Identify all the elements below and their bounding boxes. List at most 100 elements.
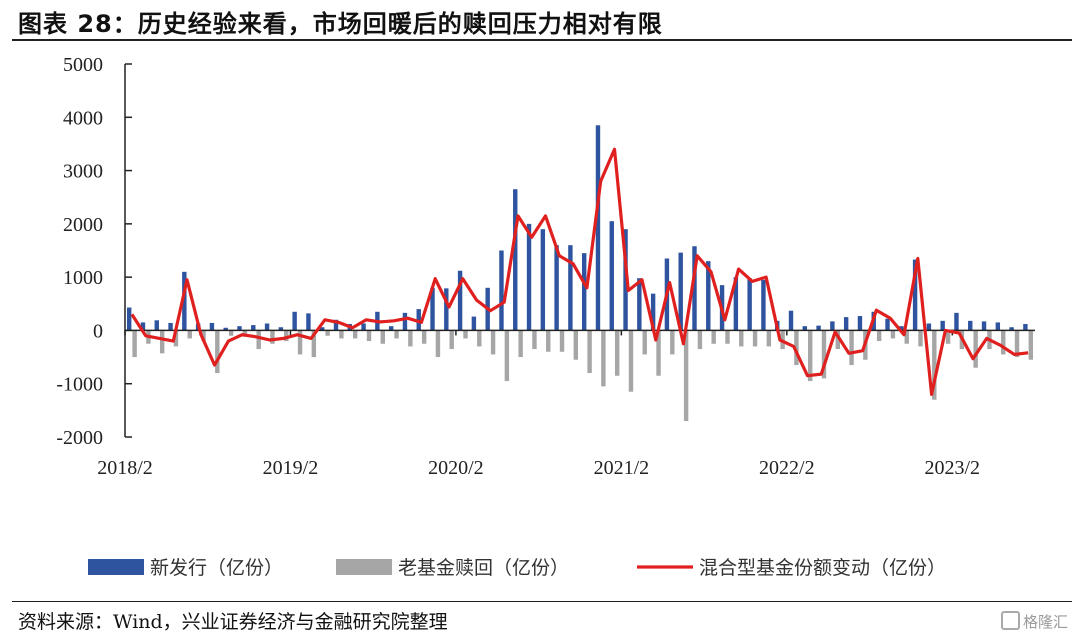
redemption-bar [766, 330, 772, 347]
new-issue-bar [526, 223, 532, 331]
new-issue-bar [816, 325, 821, 331]
new-issue-bar [761, 279, 766, 331]
new-issue-bar [1009, 327, 1014, 331]
new-issue-bar [637, 278, 642, 331]
x-tick-label: 2022/2 [759, 457, 815, 479]
new-issue-bar [1023, 324, 1028, 331]
new-issue-bar [581, 253, 587, 331]
new-issue-bar [968, 320, 973, 331]
new-issue-bar [857, 316, 863, 331]
new-issue-bar [251, 325, 256, 331]
x-tick-label: 2019/2 [263, 457, 319, 479]
redemption-bar [477, 330, 482, 347]
redemption-bar [628, 330, 634, 392]
zero-axis: 2018/2 2019/2 2020/2 2021/2 2022/2 2023/2 [97, 329, 1035, 479]
legend-label-new-issue: 新发行（亿份） [150, 557, 283, 579]
redemption-bar [1001, 330, 1006, 355]
redemption-bar [408, 330, 413, 347]
source-note: 资料来源：Wind，兴业证券经济与金融研究院整理 [18, 611, 448, 633]
title-rule [12, 39, 1072, 41]
redemption-bar [463, 330, 468, 339]
redemption-bar [394, 330, 399, 339]
redemption-bar [835, 330, 840, 350]
redemption-bar [890, 330, 896, 339]
redemption-bar [656, 330, 661, 376]
redemption-bar [532, 330, 537, 350]
new-issue-bar [168, 322, 173, 331]
redemption-bar [311, 330, 317, 358]
redemption-bar [1014, 330, 1020, 358]
new-issue-bar [278, 327, 284, 331]
new-issue-bar [995, 322, 1001, 331]
redemption-bar [132, 330, 137, 358]
redemption-bar [904, 330, 909, 344]
new-issue-bar [954, 312, 959, 331]
new-issue-bar [513, 189, 518, 331]
new-issue-bar [609, 221, 614, 331]
redemption-bar [752, 330, 758, 347]
new-issue-bar [912, 259, 918, 331]
redemption-bar [173, 330, 179, 347]
new-issue-bar [540, 229, 546, 331]
redemption-bar [187, 330, 192, 339]
redemption-bar [794, 330, 799, 366]
y-tick-label: 5000 [63, 54, 103, 76]
new-issue-bar [402, 312, 408, 331]
y-tick-label: 4000 [63, 107, 103, 129]
new-issue-bar [678, 252, 683, 331]
new-issue-bar [568, 245, 573, 331]
new-issue-bar [333, 319, 339, 331]
watermark-logo-icon [1000, 611, 1020, 630]
redemption-bar [559, 330, 565, 352]
net-change-line [130, 147, 1029, 396]
redemption-bar [449, 330, 454, 350]
legend-label-net-change: 混合型基金份额变动（亿份） [699, 557, 946, 579]
new-issue-bar [237, 326, 242, 331]
redemption-bar [670, 330, 675, 355]
new-issue-bars [126, 125, 1028, 331]
new-issue-bar [444, 288, 449, 331]
legend-label-redemption: 老基金赎回（亿份） [398, 557, 569, 579]
redemption-bar [932, 330, 937, 400]
watermark-text: 格隆汇 [1022, 613, 1068, 631]
redemption-bars [132, 330, 1034, 422]
new-issue-bar [802, 326, 807, 331]
new-issue-bar [899, 326, 904, 331]
new-issue-bar [320, 327, 325, 331]
new-issue-bar [416, 309, 421, 331]
new-issue-bar [830, 321, 835, 331]
new-issue-bar [747, 278, 752, 331]
new-issue-bar [264, 323, 270, 331]
new-issue-bar [140, 322, 146, 331]
redemption-bar [821, 330, 827, 379]
redemption-bar [711, 330, 716, 344]
legend-swatch-redemption [336, 559, 392, 575]
redemption-bar [518, 330, 523, 358]
redemption-bar [587, 330, 592, 374]
x-tick-label: 2021/2 [594, 457, 650, 479]
redemption-bar [546, 330, 551, 352]
redemption-bar [808, 330, 813, 382]
new-issue-bar [430, 287, 435, 331]
new-issue-bar [692, 246, 697, 331]
redemption-bar [201, 330, 206, 342]
redemption-bar [601, 330, 606, 387]
new-issue-bar [650, 293, 656, 331]
new-issue-bar [706, 261, 711, 331]
new-issue-bar [182, 271, 187, 331]
new-issue-bar [981, 321, 987, 331]
redemption-bar [353, 330, 358, 339]
new-issue-bar [223, 327, 228, 331]
redemption-bar [284, 330, 289, 342]
new-issue-bar [595, 125, 601, 331]
watermark: 格隆汇 [1000, 611, 1068, 632]
redemption-bar [725, 330, 730, 344]
redemption-bar [325, 330, 330, 336]
new-issue-bar [154, 320, 159, 331]
redemption-bar [918, 330, 923, 347]
redemption-bar [1028, 330, 1034, 360]
redemption-bar [573, 330, 579, 360]
y-tick-label: -1000 [56, 374, 103, 396]
new-issue-bar [126, 307, 132, 331]
x-tick-label: 2020/2 [428, 457, 484, 479]
